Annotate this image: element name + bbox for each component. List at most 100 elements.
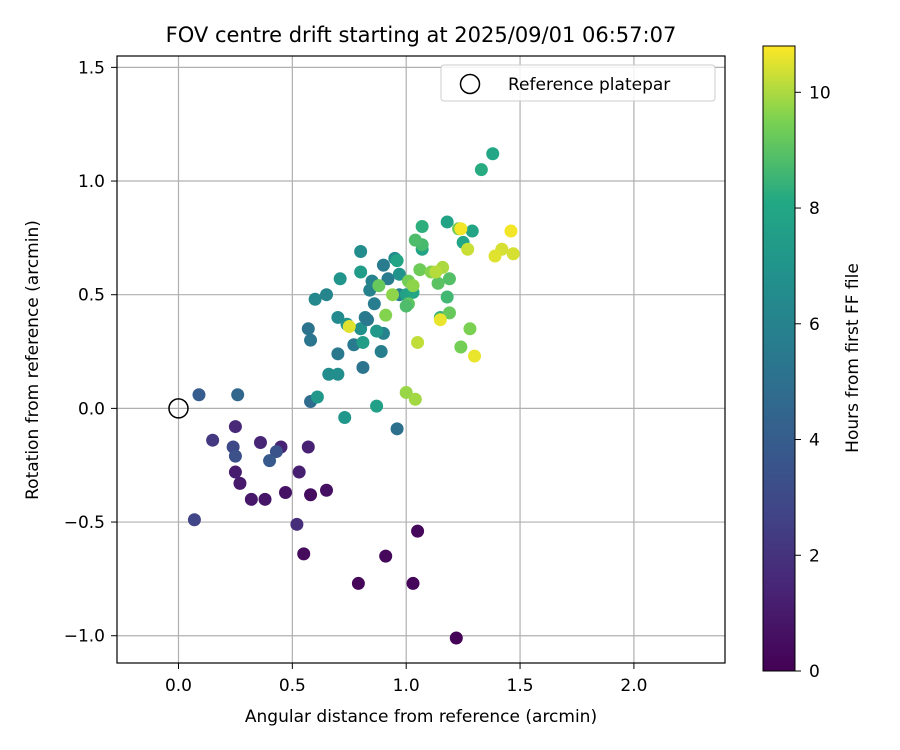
data-point [351,576,365,590]
data-point [308,292,322,306]
data-point [411,335,425,349]
data-point [440,215,454,229]
data-point [279,485,293,499]
x-tick-label: 1.5 [507,676,534,696]
data-point [354,265,368,279]
data-point [374,345,388,359]
legend-marker [459,73,481,95]
data-point [399,385,413,399]
data-point [504,224,518,238]
data-point [390,422,404,436]
data-point [488,249,502,263]
data-point [486,147,500,161]
colorbar-tick-label: 8 [809,199,820,219]
y-axis-ticks: −1.0 −0.5 0.0 0.5 1.0 1.5 [64,58,117,647]
legend: Reference platepar [440,64,716,102]
data-point [415,220,429,234]
data-point [206,433,220,447]
data-point [192,388,206,402]
data-point [367,297,381,311]
x-tick-label: 0.5 [279,676,306,696]
plot-frame [116,55,726,664]
data-point [356,335,370,349]
data-point [292,465,306,479]
colorbar-tick-label: 4 [809,431,820,451]
data-point [228,465,242,479]
data-point [319,288,333,302]
data-point [386,288,400,302]
data-point [399,299,413,313]
data-point [310,390,324,404]
data-point [228,420,242,434]
data-point [390,254,404,268]
data-point [465,224,479,238]
data-point [290,517,304,531]
y-tick-label: 0.0 [78,399,105,419]
x-tick-label: 1.0 [393,676,420,696]
data-point [319,483,333,497]
colorbar: 0 2 4 6 8 10 Hours from first FF file [762,45,863,682]
data-point [431,276,445,290]
y-tick-label: −1.0 [64,627,105,647]
x-tick-label: 0.0 [165,676,192,696]
y-tick-label: 1.0 [78,172,105,192]
data-point [408,392,422,406]
legend-entry: Reference platepar [508,75,670,95]
colorbar-gradient [762,45,796,672]
data-point [187,513,201,527]
data-point [454,222,468,236]
data-point [411,524,425,538]
x-tick-label: 2.0 [620,676,647,696]
data-point [331,367,345,381]
data-point [244,492,258,506]
data-point [301,322,315,336]
data-point [253,435,267,449]
data-point [360,313,374,327]
colorbar-label: Hours from first FF file [843,263,863,453]
data-point [228,449,242,463]
y-tick-label: 0.5 [78,286,105,306]
colorbar-tick-label: 2 [809,546,820,566]
legend-box [440,64,716,102]
data-point [461,242,475,256]
data-point [406,279,420,293]
data-point [342,320,356,334]
data-point [440,290,454,304]
data-point [463,322,477,336]
data-point [429,265,443,279]
colorbar-tick-label: 10 [809,83,831,103]
y-tick-label: 1.5 [78,58,105,78]
colorbar-tick-label: 6 [809,315,820,335]
data-point [372,279,386,293]
x-axis-label: Angular distance from reference (arcmin) [245,707,597,727]
data-point [322,367,336,381]
data-point [301,440,315,454]
data-point [413,263,427,277]
data-points [187,147,520,645]
data-point [258,492,272,506]
data-point [449,631,463,645]
data-point [370,324,384,338]
data-point [331,347,345,361]
x-axis-ticks: 0.0 0.5 1.0 1.5 2.0 [165,663,647,696]
data-point [304,488,318,502]
data-point [231,388,245,402]
data-point [269,445,283,459]
data-point [379,308,393,322]
data-point [376,258,390,272]
colorbar-ticks: 0 2 4 6 8 10 [795,83,831,682]
data-point [392,267,406,281]
data-point [333,272,347,286]
data-point [338,410,352,424]
data-point [297,547,311,561]
data-point [442,272,456,286]
y-axis-label: Rotation from reference (arcmin) [23,220,43,500]
grid-lines [117,56,725,663]
data-point [381,272,395,286]
data-point [474,163,488,177]
reference-marker [168,398,189,419]
data-point [454,340,468,354]
data-point [370,399,384,413]
data-point [354,322,368,336]
